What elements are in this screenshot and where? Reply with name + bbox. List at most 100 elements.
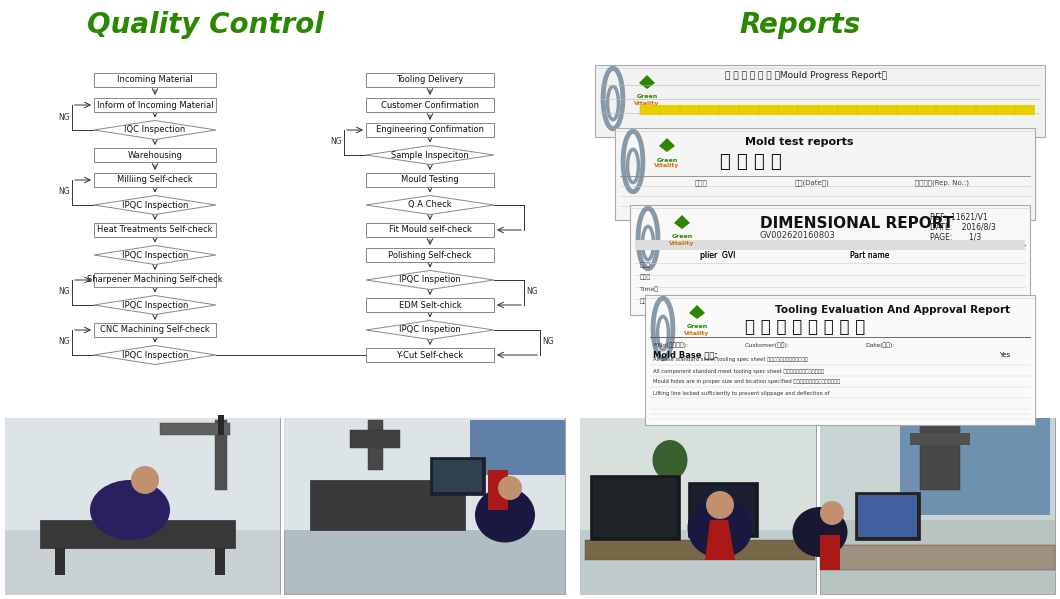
Text: NG: NG [58,288,70,297]
Circle shape [820,501,844,525]
Text: 材料：: 材料： [640,262,651,268]
Bar [368,420,383,470]
Ellipse shape [653,440,688,480]
Text: Green: Green [656,158,677,162]
Bar [640,105,1035,115]
Text: Mold Base 模帧:: Mold Base 模帧: [653,350,718,359]
Bar [855,492,920,540]
Text: Tooling Evaluation And Approval Report: Tooling Evaluation And Approval Report [775,305,1010,315]
Text: Vitality: Vitality [654,164,679,168]
Bar [366,298,494,312]
Bar [5,530,280,595]
Text: 试 模 报 告: 试 模 报 告 [720,153,782,171]
Text: Green: Green [636,95,657,99]
Bar [94,223,216,237]
Text: Heat Treatments Self-check: Heat Treatments Self-check [98,225,213,234]
Ellipse shape [90,480,170,540]
Polygon shape [94,346,216,365]
Bar [432,460,482,492]
Text: Part name: Part name [850,250,889,259]
Bar [644,295,1035,425]
Bar [366,248,494,262]
Ellipse shape [475,488,535,543]
Polygon shape [366,146,494,165]
Bar [310,480,465,530]
Text: Reports: Reports [740,11,861,39]
Text: NG: NG [331,138,342,147]
Text: DIMENSIONAL REPORT: DIMENSIONAL REPORT [760,216,953,231]
Text: NG: NG [526,288,537,297]
Polygon shape [820,535,840,570]
Bar [215,548,225,575]
Text: Incoming Material: Incoming Material [117,75,193,84]
Bar [366,123,494,137]
Text: Part name: Part name [850,250,889,259]
Polygon shape [94,246,216,265]
Text: Mould Testing: Mould Testing [401,176,459,184]
Text: Customer(客户):: Customer(客户): [745,342,790,348]
Bar [615,128,1035,220]
Text: REF:  11621/V1: REF: 11621/V1 [930,213,988,222]
Text: Sample Inspeciton: Sample Inspeciton [391,150,469,159]
Bar [595,65,1045,137]
Polygon shape [94,295,216,314]
Circle shape [706,491,734,519]
Bar [470,420,565,475]
Text: Vitality: Vitality [634,101,659,105]
Text: Inform of Incoming Material: Inform of Incoming Material [96,101,213,110]
Text: IPQC Inspetion: IPQC Inspetion [400,276,461,285]
Bar [55,548,65,575]
Bar [366,223,494,237]
Text: Green: Green [671,234,692,240]
Bar [5,418,280,530]
Text: All component standard meet tooling spec sheet 配件标准条件已全部检验合格: All component standard meet tooling spec… [653,368,824,374]
Bar [630,205,1030,315]
Bar [691,485,755,534]
Bar [366,98,494,112]
Text: NG: NG [542,337,553,346]
Text: Y-Cut Self-check: Y-Cut Self-check [396,350,463,359]
Text: 模 具 进 度 报 告 （Mould Progress Report）: 模 具 进 度 报 告 （Mould Progress Report） [725,71,887,80]
Text: IQC Inspection: IQC Inspection [124,126,186,135]
Bar [366,348,494,362]
Text: Mould holes are in proper size and location specified 模具各孔位置尺寸应符合图纸要求: Mould holes are in proper size and locat… [653,380,841,385]
Bar [688,482,758,537]
Text: Q.A Check: Q.A Check [408,201,452,210]
Text: IPQC Inspection: IPQC Inspection [122,201,189,210]
Bar [284,418,565,594]
Text: 模 具 出 货 检 验 报 告: 模 具 出 货 检 验 报 告 [745,318,865,336]
Bar [94,273,216,287]
Polygon shape [94,195,216,214]
Polygon shape [705,520,735,560]
Polygon shape [94,120,216,140]
Polygon shape [366,320,494,340]
Text: Fit Mould self-check: Fit Mould self-check [389,225,472,234]
Ellipse shape [688,498,753,558]
Text: Vitality: Vitality [685,331,710,335]
Text: Mold test reports: Mold test reports [745,137,853,147]
Text: F.No(表格编号):: F.No(表格编号): [653,342,688,348]
Bar [366,73,494,87]
Text: IPQC Inspection: IPQC Inspection [122,301,189,310]
Bar [820,418,1055,594]
Circle shape [498,476,522,500]
Polygon shape [689,305,705,319]
Bar [284,418,565,530]
Bar [900,418,1050,515]
Bar [94,73,216,87]
Text: Customer Confirmation: Customer Confirmation [381,101,479,110]
Bar [430,457,485,495]
Text: 报告编号(Rep. No.:): 报告编号(Rep. No.:) [915,180,969,186]
Text: All base standard sheet tooling spec sheet 模具标准面板已全部检验合格: All base standard sheet tooling spec she… [653,358,808,362]
Text: Polishing Self-check: Polishing Self-check [388,250,472,259]
Text: IPQC Inspection: IPQC Inspection [122,250,189,259]
Bar [5,418,280,594]
Circle shape [131,466,159,494]
Bar [40,520,235,548]
Bar [590,475,681,540]
Text: Date(日期):: Date(日期): [865,342,895,348]
Text: IPQC Inspection: IPQC Inspection [122,350,189,359]
Text: Vitality: Vitality [669,241,694,246]
Bar [350,430,400,448]
Text: 日期(Date：): 日期(Date：) [795,180,830,186]
